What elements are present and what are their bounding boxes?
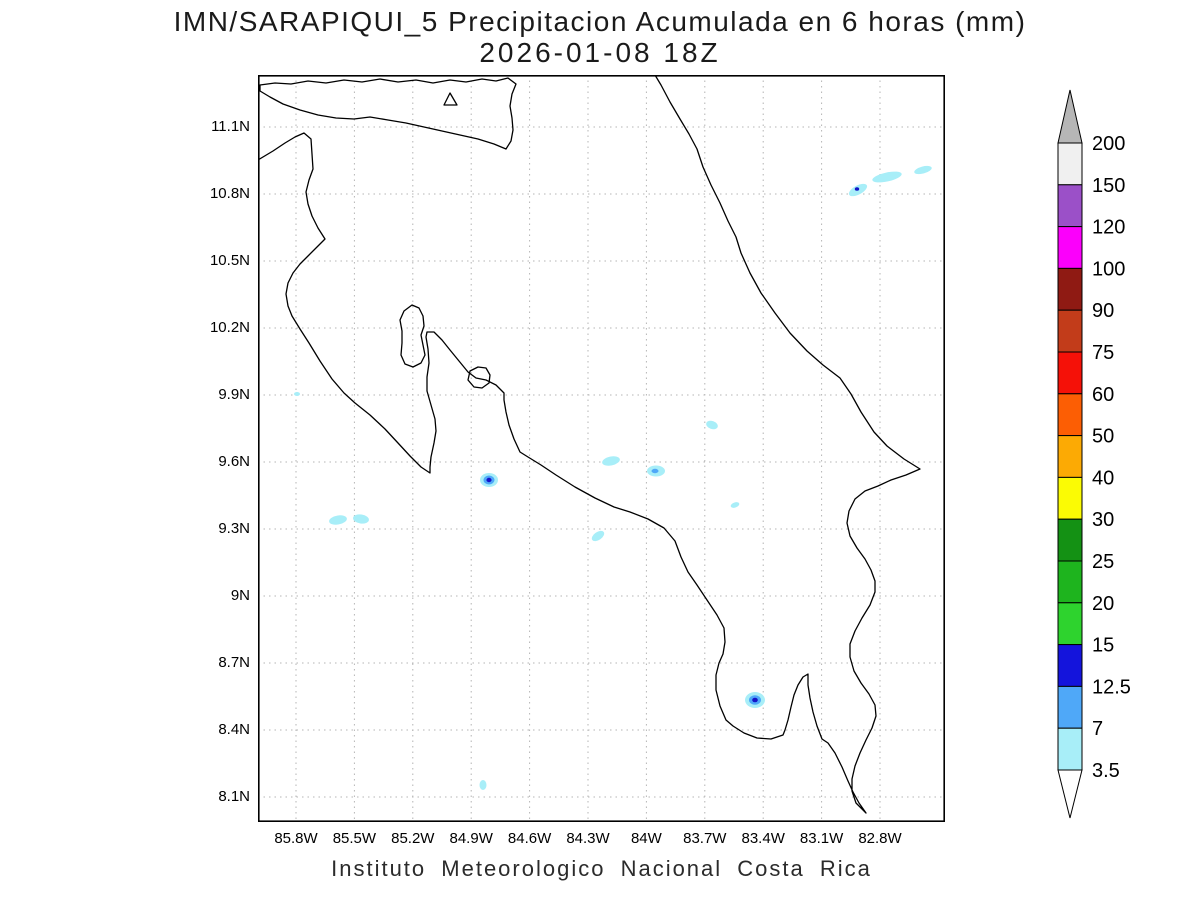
colorbar-band [1057, 435, 1083, 478]
precip-spot [730, 502, 740, 508]
colorbar-label: 75 [1092, 342, 1114, 364]
precip-spot [486, 477, 492, 483]
colorbar-band [1057, 142, 1083, 186]
colorbar-band [1057, 309, 1083, 353]
colorbar-label: 7 [1092, 718, 1103, 740]
colorbar-label: 50 [1092, 426, 1114, 448]
colorbar-label: 120 [1092, 217, 1125, 239]
lat-tick-label: 10.8N [209, 185, 250, 202]
colorbar-label: 15 [1092, 635, 1114, 657]
lon-tick-label: 85.2W [391, 830, 435, 847]
colorbar-label: 200 [1092, 133, 1125, 155]
precip-spot [591, 530, 605, 542]
lon-tick-label: 83.1W [799, 830, 844, 847]
precip-spot [706, 420, 718, 430]
costa-rica-precipitation-map [258, 75, 945, 822]
colorbar-band [1057, 184, 1083, 228]
lon-tick-label: 84.3W [566, 830, 610, 847]
lon-tick-label: 84W [630, 830, 662, 847]
colorbar-label: 25 [1092, 551, 1114, 573]
lon-tick-label: 85.5W [332, 830, 377, 847]
precip-spot [353, 514, 369, 524]
lake-nicaragua-shore [259, 77, 517, 150]
footer-caption: Instituto Meteorologico Nacional Costa R… [331, 856, 872, 881]
colorbar-label: 90 [1092, 300, 1114, 322]
colorbar-band [1057, 267, 1083, 311]
colorbar-label: 60 [1092, 384, 1114, 406]
colorbar-label: 150 [1092, 175, 1125, 197]
lat-tick-label: 9.6N [218, 453, 250, 470]
costa-rica-coastline [258, 75, 921, 814]
colorbar-over-triangle [1057, 89, 1083, 144]
lat-tick-label: 8.7N [218, 654, 250, 671]
precip-spot [329, 515, 347, 525]
lat-tick-label: 8.4N [218, 721, 250, 738]
lon-tick-label: 85.8W [274, 830, 318, 847]
colorbar-band [1057, 518, 1083, 562]
lat-tick-label: 10.2N [209, 319, 250, 336]
lon-tick-label: 83.4W [741, 830, 785, 847]
lat-tick-label: 8.1N [218, 788, 250, 805]
colorbar-label: 40 [1092, 467, 1114, 489]
isla-san-lucas [467, 366, 491, 389]
colorbar-band [1057, 644, 1083, 687]
lat-tick-label: 9N [230, 587, 250, 604]
colorbar-label: 30 [1092, 509, 1114, 531]
colorbar-band [1057, 560, 1083, 604]
chart-title: IMN/SARAPIQUI_5 Precipitacion Acumulada … [173, 6, 1027, 37]
isla-chira [399, 304, 426, 368]
precip-spot [602, 456, 620, 466]
precip-spot [479, 780, 487, 790]
lake-island [443, 92, 458, 106]
precip-spot [294, 392, 300, 396]
colorbar-label: 3.5 [1092, 760, 1120, 782]
precip-spot [752, 697, 758, 703]
colorbar-band [1057, 727, 1083, 771]
colorbar-band [1057, 393, 1083, 437]
colorbar-band [1057, 476, 1083, 520]
lon-tick-label: 83.7W [683, 830, 727, 847]
colorbar-label: 20 [1092, 593, 1114, 615]
lat-tick-label: 9.3N [218, 520, 250, 537]
colorbar-label: 12.5 [1092, 676, 1131, 698]
colorbar-label: 100 [1092, 258, 1125, 280]
lon-tick-label: 82.8W [858, 830, 902, 847]
colorbar-band [1057, 685, 1083, 729]
colorbar-band [1057, 351, 1083, 395]
map-frame [258, 75, 945, 822]
lon-tick-label: 84.9W [449, 830, 493, 847]
colorbar-band [1057, 226, 1083, 269]
lat-tick-label: 11.1N [211, 118, 250, 135]
colorbar-band [1057, 602, 1083, 646]
precip-spot [914, 165, 932, 175]
lat-tick-label: 9.9N [218, 386, 250, 403]
lon-tick-label: 84.6W [507, 830, 552, 847]
precip-spot [872, 171, 902, 183]
precipitation-colorbar: 200 150 120 100 90 75 60 50 40 30 25 20 15 12.5 7 3.5 [1057, 89, 1131, 819]
chart-subtitle: 2026-01-08 18Z [479, 37, 721, 68]
colorbar-under-triangle [1057, 769, 1083, 819]
precip-spot [651, 468, 659, 474]
precip-spot [854, 187, 860, 191]
lat-tick-label: 10.5N [209, 252, 250, 269]
